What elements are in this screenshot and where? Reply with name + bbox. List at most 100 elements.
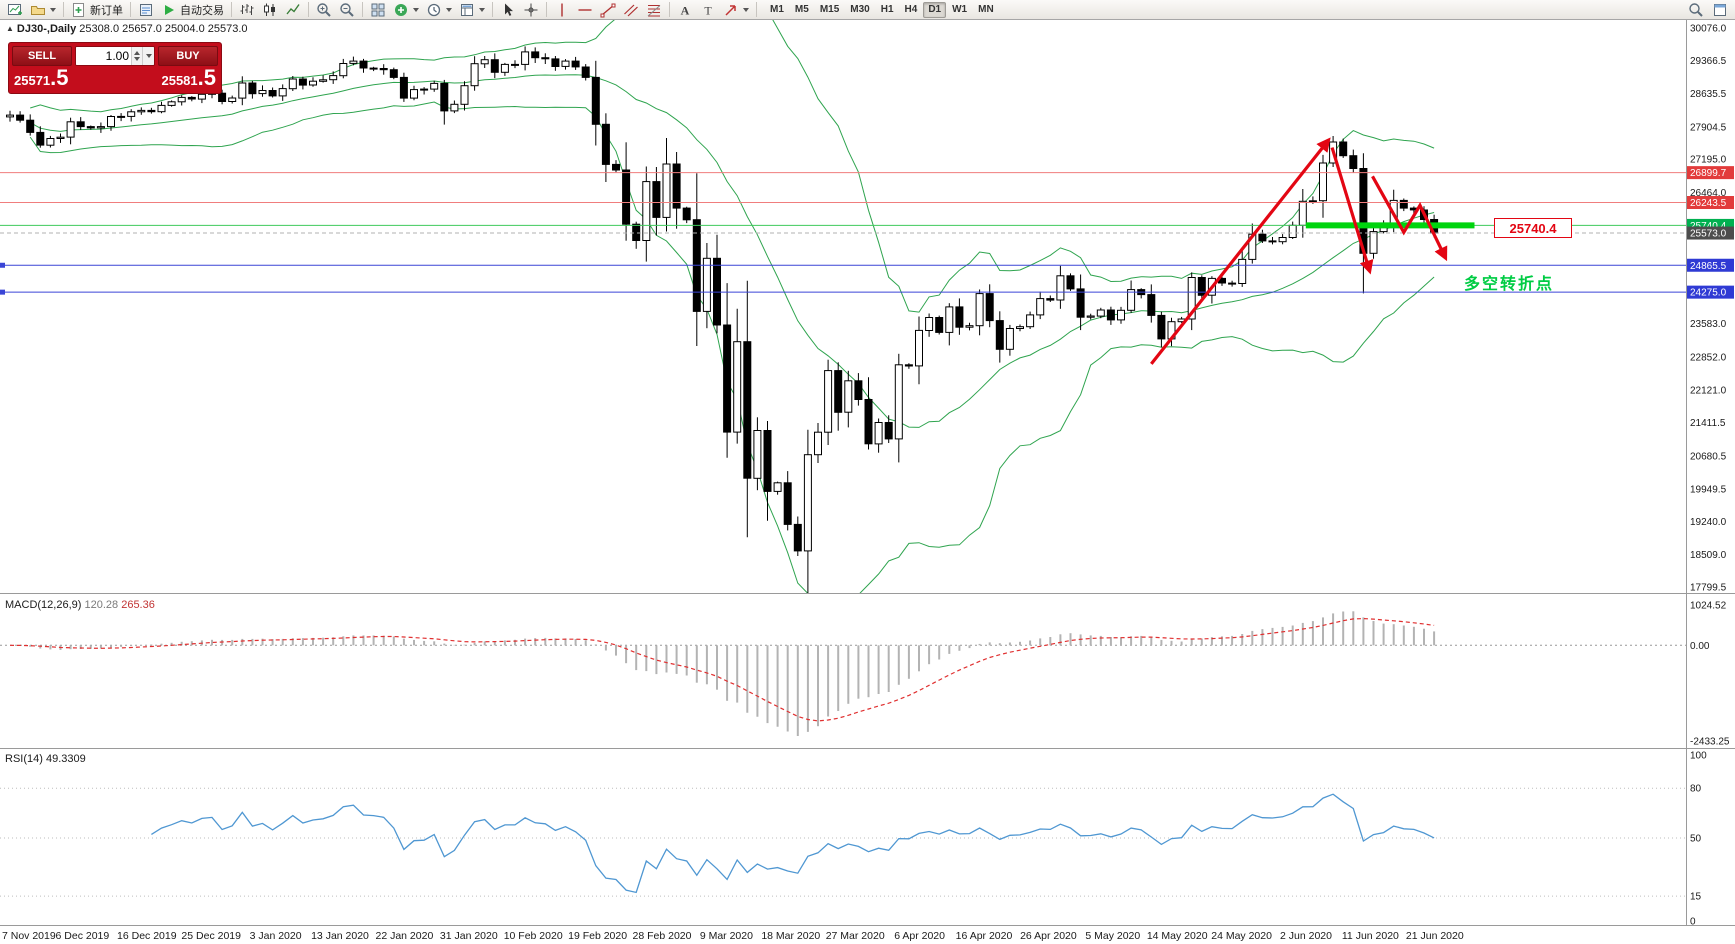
svg-text:14 May 2020: 14 May 2020: [1147, 930, 1208, 942]
play-icon: [161, 2, 177, 18]
fibonacci-button[interactable]: [643, 1, 665, 19]
svg-text:26464.0: 26464.0: [1690, 188, 1727, 199]
market-watch-button[interactable]: [135, 1, 157, 19]
periods-button[interactable]: [423, 1, 455, 19]
horizontal-line-button[interactable]: [574, 1, 596, 19]
ask-price: 25581.5: [161, 65, 216, 90]
turning-point-label[interactable]: 多空转折点: [1464, 276, 1555, 293]
channel-button[interactable]: [620, 1, 642, 19]
chart-title: ▲ DJ30-,Daily 25308.0 25657.0 25004.0 255…: [6, 23, 248, 35]
new-order-button[interactable]: 新订单: [68, 1, 126, 19]
svg-text:0.00: 0.00: [1690, 641, 1710, 652]
toolbar-separator: [546, 2, 547, 17]
svg-text:28635.5: 28635.5: [1690, 89, 1727, 100]
autotrading-label: 自动交易: [180, 4, 224, 17]
chart-plus-icon: [7, 2, 23, 18]
zoom-in-button[interactable]: [313, 1, 335, 19]
volume-decrease-button[interactable]: [134, 57, 140, 61]
svg-text:27 Mar 2020: 27 Mar 2020: [826, 930, 885, 942]
collapse-triangle-icon: ▲: [6, 24, 14, 33]
svg-text:19240.0: 19240.0: [1690, 517, 1727, 528]
svg-text:22 Jan 2020: 22 Jan 2020: [375, 930, 433, 942]
autotrading-button[interactable]: 自动交易: [158, 1, 227, 19]
zoom-out-button[interactable]: [336, 1, 358, 19]
svg-text:24865.5: 24865.5: [1690, 261, 1727, 272]
rsi-line: [151, 793, 1435, 894]
arrows-objects-button[interactable]: [720, 1, 752, 19]
candlestick-chart-button[interactable]: [259, 1, 281, 19]
profiles-button[interactable]: [27, 1, 59, 19]
crosshair-button[interactable]: [520, 1, 542, 19]
ohlc-bars-icon: [239, 2, 255, 18]
data-window-button[interactable]: [1709, 1, 1731, 19]
window-icon: [1712, 2, 1728, 18]
volume-field: [75, 46, 155, 66]
timeframe-button-w1[interactable]: W1: [947, 2, 972, 18]
bar-chart-button[interactable]: [236, 1, 258, 19]
volume-input[interactable]: [76, 47, 131, 65]
fibonacci-icon: [646, 2, 662, 18]
timeframe-button-h4[interactable]: H4: [900, 2, 923, 18]
svg-text:16 Dec 2019: 16 Dec 2019: [117, 930, 177, 942]
text-a-icon: A: [677, 2, 693, 18]
templates-button[interactable]: [456, 1, 488, 19]
timeframe-button-d1[interactable]: D1: [923, 1, 947, 18]
zoom-in-icon: [316, 2, 332, 18]
new-chart-button[interactable]: [4, 1, 26, 19]
new-order-label: 新订单: [90, 4, 123, 17]
search-icon: [1688, 2, 1704, 18]
symbol-period-label: DJ30-,Daily: [16, 23, 77, 35]
toolbar-separator: [756, 2, 757, 17]
indicators-button[interactable]: [390, 1, 422, 19]
svg-text:25573.0: 25573.0: [1690, 229, 1727, 240]
svg-text:27904.5: 27904.5: [1690, 122, 1727, 133]
svg-text:26243.5: 26243.5: [1690, 198, 1727, 209]
rsi-value: 49.3309: [45, 753, 86, 765]
svg-text:19 Feb 2020: 19 Feb 2020: [568, 930, 627, 942]
tile-windows-button[interactable]: [367, 1, 389, 19]
timeframe-button-mn[interactable]: MN: [973, 2, 999, 18]
text-button[interactable]: A: [674, 1, 696, 19]
line-chart-button[interactable]: [282, 1, 304, 19]
toolbar-separator: [362, 2, 363, 17]
cursor-button[interactable]: [497, 1, 519, 19]
toolbar-separator: [308, 2, 309, 17]
volume-dropdown-button[interactable]: [142, 47, 154, 65]
chevron-down-icon: [479, 7, 485, 12]
svg-text:22121.0: 22121.0: [1690, 386, 1727, 397]
ohlc-values: 25308.0 25657.0 25004.0 25573.0: [79, 23, 248, 35]
trendline-button[interactable]: [597, 1, 619, 19]
timeframe-button-m1[interactable]: M1: [765, 2, 789, 18]
svg-text:27195.0: 27195.0: [1690, 155, 1727, 166]
candles-icon: [262, 2, 278, 18]
search-button[interactable]: [1685, 1, 1707, 19]
chevron-down-icon: [413, 7, 419, 12]
svg-text:25740.4: 25740.4: [1690, 221, 1727, 232]
timeframe-button-m30[interactable]: M30: [845, 2, 874, 18]
sell-button[interactable]: SELL: [12, 46, 72, 66]
cursor-icon: [500, 2, 516, 18]
chart-canvas[interactable]: 30076.0 29366.5 28635.5 27904.5 27195.0 26464…: [0, 20, 1735, 944]
volume-increase-button[interactable]: [134, 51, 140, 55]
text-label-button[interactable]: T: [697, 1, 719, 19]
volume-stepper: [131, 47, 142, 65]
vertical-line-button[interactable]: [551, 1, 573, 19]
timeframe-button-h1[interactable]: H1: [876, 2, 899, 18]
svg-text:9 Mar 2020: 9 Mar 2020: [700, 930, 753, 942]
bollinger-bands: [29, 20, 1435, 593]
tile-windows-icon: [370, 2, 386, 18]
folder-icon: [30, 2, 46, 18]
svg-text:29366.5: 29366.5: [1690, 56, 1727, 67]
macd-name: MACD(12,26,9): [5, 599, 82, 611]
svg-text:50: 50: [1690, 834, 1702, 845]
timeframe-button-m5[interactable]: M5: [790, 2, 814, 18]
svg-text:6 Apr 2020: 6 Apr 2020: [894, 930, 945, 942]
buy-button[interactable]: BUY: [158, 46, 218, 66]
horizontal-line-icon: [577, 2, 593, 18]
pane-separators: [0, 20, 1735, 926]
timeframe-button-m15[interactable]: M15: [815, 2, 844, 18]
price-annotation-box[interactable]: 25740.4: [1494, 218, 1572, 238]
svg-text:6 Dec 2019: 6 Dec 2019: [56, 930, 110, 942]
channel-icon: [623, 2, 639, 18]
